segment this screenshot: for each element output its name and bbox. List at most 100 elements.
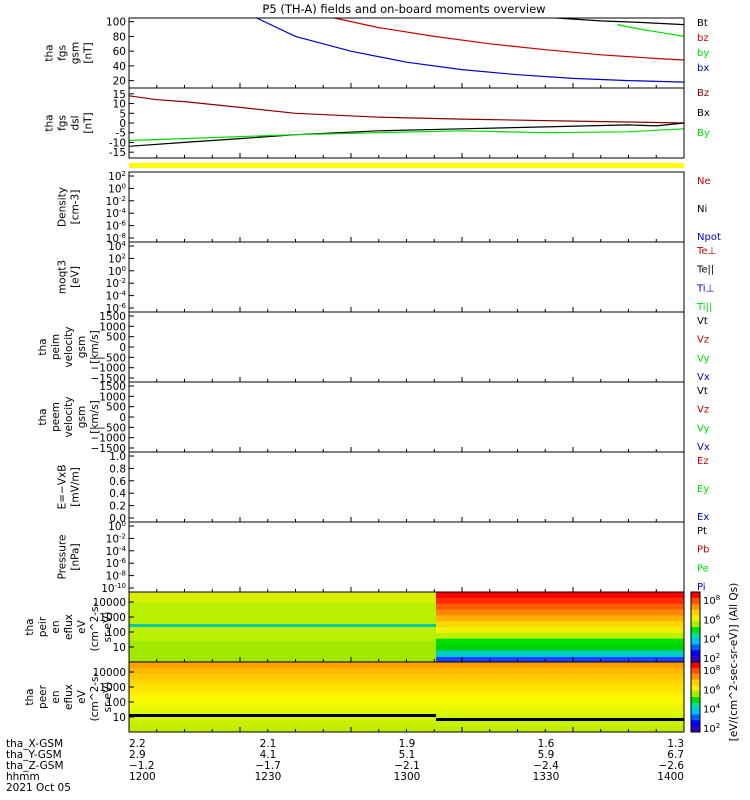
y-tick-label: 10 — [113, 99, 126, 111]
legend-entry: Pi — [697, 582, 706, 593]
legend-entry: Ex — [697, 512, 709, 523]
x-tick-value: 1400 — [657, 771, 684, 783]
y-tick-label-exponent: 0 — [122, 265, 126, 273]
spectrogram-right-band — [436, 650, 684, 657]
x-tick-value: 1300 — [394, 771, 421, 783]
spectrogram-left-cell — [129, 613, 436, 617]
legend-entry: Vz — [697, 405, 709, 416]
spectrogram-left-cell — [129, 602, 436, 607]
spectrogram-left-cell — [129, 630, 436, 635]
colorbar-segment — [691, 673, 700, 680]
spectrogram-right-band — [436, 597, 684, 605]
legend-entry: Ne — [697, 176, 711, 187]
plot-title: P5 (TH-A) fields and on-board moments ov… — [262, 2, 545, 16]
y-tick-label: −1500 — [90, 373, 126, 385]
spectrogram-left-cell — [129, 599, 436, 603]
spectrogram-right-band — [436, 609, 684, 616]
y-tick-label: 1000 — [99, 612, 126, 624]
legend-entry: Npot — [697, 232, 721, 243]
x-tick-value: 5.9 — [538, 749, 555, 761]
spectrogram-left-cell — [129, 620, 436, 624]
colorbar-segment — [691, 650, 700, 657]
colorbar-segment — [691, 603, 700, 610]
panel-7: Ez Ey Ex 1.00.80.60.40.20.0 E=−VxB [mV/m] — [57, 451, 710, 525]
legend-entry: Vx — [697, 442, 710, 453]
y-tick-label: −1000 — [90, 433, 126, 445]
y-tick-label-exponent: 0 — [122, 182, 126, 190]
y-tick-label: 10 — [113, 712, 126, 724]
y-tick-label: -10 — [109, 137, 126, 149]
y-axis-label: gsm — [76, 406, 88, 428]
spectrogram-left-cell — [129, 655, 436, 659]
legend-entry-By: By — [697, 128, 710, 139]
y-axis-label: Pressure — [57, 535, 69, 580]
y-tick-label: 0.0 — [109, 513, 126, 525]
spectrogram-right-band — [436, 644, 684, 651]
spectrogram-right-band — [436, 615, 684, 622]
legend-entry: Vz — [697, 335, 709, 346]
legend-entry: Ti⊥ — [696, 283, 714, 294]
x-tick-value: −2.4 — [533, 760, 559, 772]
y-tick-label: 0.2 — [109, 501, 126, 513]
y-tick-label: −500 — [97, 422, 126, 434]
y-axis-label: [eV] — [70, 266, 82, 288]
y-tick-label: 0 — [119, 118, 126, 130]
y-tick-label: 10000 — [93, 667, 126, 679]
y-axis-label: (cm^2-s- — [89, 602, 101, 651]
x-tick-value: 1.3 — [667, 738, 684, 750]
y-tick-label: 10 — [113, 642, 126, 654]
spectrogram-right-band — [436, 632, 684, 640]
y-tick-label: 100 — [106, 697, 126, 709]
colorbar-segment — [691, 691, 700, 698]
spectrogram-left-cell — [129, 651, 436, 656]
spectrogram-left-cell — [129, 616, 436, 621]
y-tick-label-exponent: -2 — [119, 532, 126, 540]
y-tick-label: 20 — [113, 76, 126, 88]
spectrogram-band — [129, 714, 684, 721]
spectrogram-left-cell — [129, 592, 436, 596]
colorbar-tick-exponent: 4 — [716, 703, 721, 711]
y-axis-label: [nT] — [83, 112, 95, 133]
x-tick-value: 4.1 — [260, 749, 277, 761]
legend-entry-bz: bz — [697, 33, 709, 44]
spectrogram-line-right — [436, 718, 684, 721]
spectrogram-right-band — [436, 621, 684, 628]
y-axis-label: eV — [76, 619, 88, 633]
colorbar-segment — [691, 656, 700, 663]
spectrogram-band — [129, 702, 684, 710]
series-line-By — [129, 128, 684, 142]
spectrogram-band — [129, 691, 684, 698]
colorbar-tick-exponent: 8 — [716, 594, 720, 602]
y-tick-label-exponent: 4 — [122, 240, 127, 248]
legend-entry-by: by — [697, 48, 709, 59]
x-tick-value: −1.7 — [255, 760, 281, 772]
y-tick-label: 10000 — [93, 597, 126, 609]
y-axis-label: dsl — [70, 115, 82, 130]
y-tick-label: 100 — [106, 627, 126, 639]
legend-entry: Ey — [697, 484, 709, 495]
spectrogram-right-band — [436, 638, 684, 645]
y-tick-label: 0 — [119, 412, 126, 424]
x-tick-value: 1.6 — [538, 738, 555, 750]
y-axis-label: gsm — [70, 42, 82, 64]
colorbar-segment — [691, 726, 700, 733]
y-axis-label: [mV/m] — [70, 467, 82, 506]
legend-entry: Vy — [697, 353, 710, 364]
y-axis-label: tha — [44, 114, 56, 131]
spectrogram-right-low-band — [436, 657, 684, 662]
colorbar-frame — [690, 661, 701, 733]
legend-entry: Pb — [697, 545, 709, 556]
colorbar-segment — [691, 667, 700, 675]
y-tick-label-exponent: -2 — [119, 277, 126, 285]
x-tick-value: −2.1 — [394, 760, 420, 772]
spectrogram-left-cell — [129, 627, 436, 631]
colorbar-segment — [691, 685, 700, 692]
spectrogram-band — [129, 685, 684, 692]
y-tick-label: −1000 — [90, 363, 126, 375]
spectrogram-band — [129, 720, 684, 727]
x-tick-value: 1230 — [255, 771, 282, 783]
